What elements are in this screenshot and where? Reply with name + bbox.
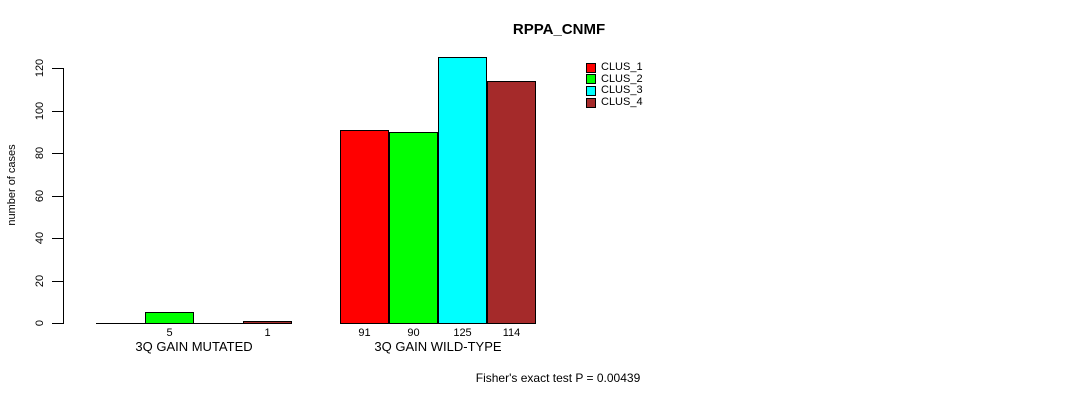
y-axis-label: number of cases <box>6 144 18 226</box>
y-tick-label: 0 <box>34 319 46 327</box>
x-group-label: 3Q GAIN WILD-TYPE <box>374 339 502 354</box>
legend-swatch <box>586 62 596 73</box>
legend-item: CLUS_2 <box>586 72 643 86</box>
bar-clus_3 <box>438 57 487 324</box>
legend-label: CLUS_3 <box>601 84 643 97</box>
legend-label: CLUS_1 <box>601 61 643 74</box>
bar-clus_1 <box>340 130 389 324</box>
bar-value-label: 5 <box>166 327 173 339</box>
legend-swatch <box>586 85 596 96</box>
bar-value-label: 91 <box>358 327 371 339</box>
y-tick-mark <box>52 238 63 239</box>
bar-value-label: 90 <box>407 327 420 339</box>
legend-item: CLUS_1 <box>586 62 643 74</box>
y-tick-mark <box>52 153 63 154</box>
y-tick-label: 120 <box>34 58 46 78</box>
y-axis-line <box>63 68 64 324</box>
bar-value-label: 114 <box>502 327 521 339</box>
y-tick-label: 20 <box>34 274 46 287</box>
legend-swatch <box>586 97 596 108</box>
y-tick-label: 100 <box>34 101 46 120</box>
bar-value-label: 125 <box>453 327 472 339</box>
bar-clus_4 <box>487 81 536 324</box>
bar-clus_2 <box>145 312 194 324</box>
y-tick-mark <box>52 68 63 69</box>
x-baseline <box>96 323 292 324</box>
y-tick-mark <box>52 195 63 197</box>
legend-label: CLUS_4 <box>601 96 643 109</box>
y-tick-mark <box>52 323 63 324</box>
x-group-label: 3Q GAIN MUTATED <box>135 339 253 354</box>
legend: CLUS_1 CLUS_2 CLUS_3 CLUS_4 <box>586 62 643 108</box>
bar-clus_2 <box>389 132 438 324</box>
legend-item: CLUS_3 <box>586 85 643 97</box>
y-tick-label: 80 <box>34 146 46 160</box>
y-tick-mark <box>52 280 63 282</box>
bar-value-label: 1 <box>264 327 271 339</box>
y-tick-mark <box>52 110 63 112</box>
legend-item: CLUS_4 <box>586 97 643 109</box>
y-tick-label: 40 <box>34 231 46 245</box>
bar-clus_4 <box>243 321 292 324</box>
legend-swatch <box>586 74 596 85</box>
y-tick-label: 60 <box>34 189 46 202</box>
legend-label: CLUS_2 <box>601 72 643 85</box>
fisher-test-annotation: Fisher's exact test P = 0.00439 <box>475 371 641 385</box>
chart-title: RPPA_CNMF <box>512 21 606 38</box>
